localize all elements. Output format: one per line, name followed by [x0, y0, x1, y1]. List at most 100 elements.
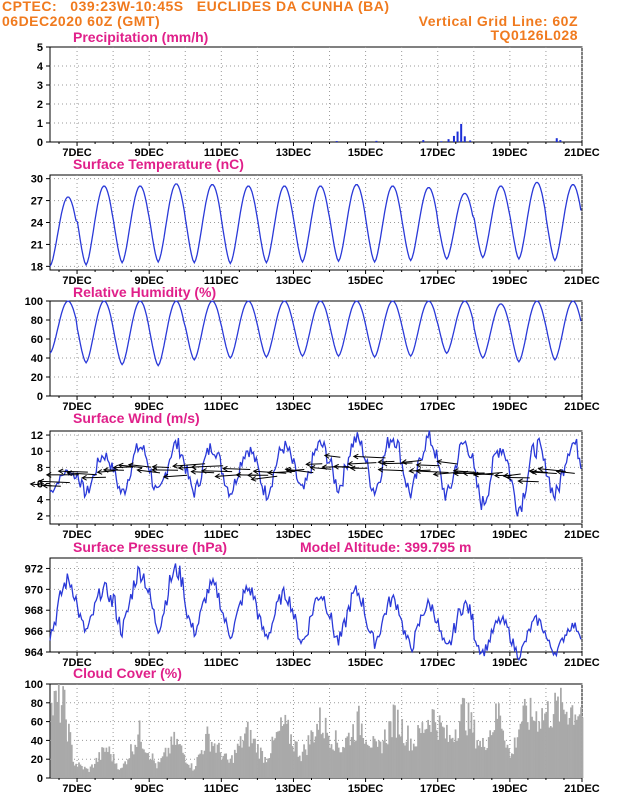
cloud-bar [479, 740, 481, 778]
cloud-bar [73, 765, 76, 778]
cloud-bar [109, 754, 112, 778]
cloud-bar [206, 726, 209, 778]
cloud-bar [94, 763, 96, 778]
cloud-bar [293, 751, 295, 778]
cloud-bar [156, 768, 158, 778]
cloud-bar [238, 745, 241, 778]
cloud-bar [490, 735, 493, 778]
cloud-bar [261, 750, 264, 778]
wind-arrowhead [415, 462, 422, 468]
wind-arrow [43, 484, 61, 487]
cloud-bar [381, 753, 383, 778]
wind-arrow [58, 470, 88, 473]
cloud-bar [88, 771, 90, 778]
cloud-bar [310, 730, 313, 778]
cloud-bar [83, 766, 86, 778]
cloud-bar [506, 744, 509, 778]
cloud-bar [278, 730, 281, 778]
wind-arrowhead [267, 469, 273, 476]
x-tick-label: 13DEC [276, 657, 312, 669]
cloud-bar [487, 737, 490, 778]
wind-arrow [310, 467, 332, 470]
wind-arrow [201, 470, 233, 473]
title-temperature: Surface Temperature (nC) [73, 156, 244, 172]
panel-frame [49, 300, 583, 397]
y-tick-label: 80 [31, 698, 43, 710]
panel-2: 0 20 40 60 80 100 7DEC 9DEC 11DEC 13DEC 15DEC 17DEC… [25, 296, 600, 413]
cloud-bar [538, 721, 541, 778]
cloud-bar [285, 723, 288, 778]
x-tick-label: 9DEC [135, 783, 164, 795]
cloud-bar [219, 752, 222, 778]
y-tick-label: 60 [31, 717, 43, 729]
cloud-bar [186, 763, 189, 778]
cloud-bar [483, 746, 486, 778]
cloud-bar [170, 736, 173, 778]
x-tick-label: 9DEC [135, 529, 164, 541]
cloud-bar [447, 741, 450, 778]
x-tick-label: 21DEC [564, 401, 600, 413]
cloud-bar [438, 715, 441, 778]
y-tick-label: 10 [31, 446, 43, 458]
cloud-bar [160, 758, 163, 778]
wind-arrowhead [38, 478, 45, 485]
cloud-bar [532, 720, 535, 778]
cloud-bar [564, 714, 567, 778]
cloud-bar [378, 740, 380, 778]
cloud-bar [347, 732, 350, 778]
cloud-bar [277, 731, 279, 778]
cloud-bar [396, 709, 399, 778]
x-tick-label: 11DEC [204, 529, 239, 541]
cloud-bar [555, 700, 558, 778]
x-tick-label: 7DEC [62, 275, 91, 287]
cloud-bar [471, 732, 474, 778]
y-tick-label: 5 [37, 42, 43, 54]
cloud-bar [203, 750, 206, 778]
cloud-bar [264, 756, 266, 778]
wind-arrowhead [286, 467, 292, 474]
cloud-bar [249, 729, 252, 778]
cloud-bar [408, 750, 411, 778]
cloud-bar [102, 747, 105, 778]
cloud-bar [392, 704, 395, 778]
cloud-bar [548, 727, 551, 778]
cloud-bar [371, 747, 373, 778]
precip-bar [452, 135, 455, 142]
cloud-bar [270, 753, 272, 778]
cloud-bar [229, 758, 232, 778]
cloud-bar [236, 743, 239, 778]
cloud-bar [141, 748, 144, 778]
wind-arrowhead [246, 472, 253, 479]
cloud-bar [56, 701, 59, 778]
cloud-bar [262, 762, 265, 778]
cloud-bar [420, 733, 422, 778]
title-pressure: Surface Pressure (hPa) [73, 539, 228, 555]
cloud-bar [89, 766, 92, 778]
cloud-bar [192, 770, 194, 778]
cloud-bar [245, 727, 248, 778]
cloud-bar [401, 719, 404, 778]
wind-arrow [222, 467, 251, 471]
wind-arrow [152, 466, 170, 468]
cloud-bar [111, 761, 114, 778]
cloud-bar [373, 738, 376, 778]
cloud-bar [493, 730, 496, 778]
cloud-bar [210, 741, 213, 778]
cloud-bar [259, 747, 262, 778]
cloud-bar [182, 752, 184, 778]
wind-arrow [268, 470, 296, 474]
x-tick-label: 17DEC [420, 275, 456, 287]
cloud-bar [241, 747, 243, 778]
x-tick-label: 17DEC [420, 657, 456, 669]
cloud-bar [321, 732, 324, 778]
precip-bar [440, 141, 443, 142]
cloud-bar [534, 721, 536, 778]
cloud-bar [53, 690, 56, 778]
y-tick-label: 0 [37, 137, 43, 149]
precip-bar [555, 138, 558, 142]
cloud-bar [345, 737, 347, 778]
cloud-bar [489, 730, 492, 778]
wind-arrow [306, 463, 323, 465]
series-line [49, 300, 582, 367]
cloud-bar [134, 744, 137, 778]
